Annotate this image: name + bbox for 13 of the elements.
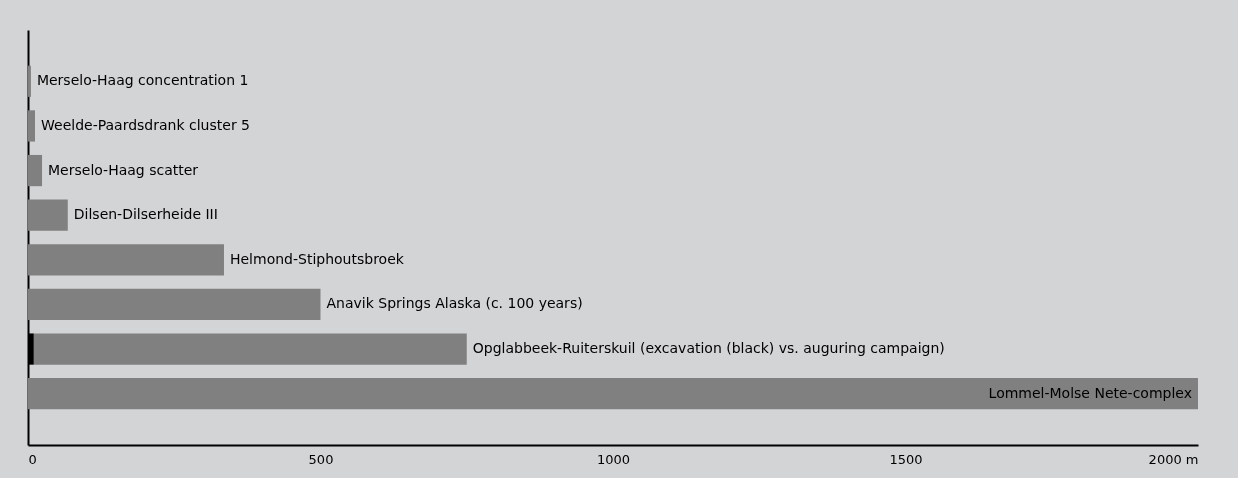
y-tick-label: Opglabbeek-Ruiterskuil (excavation (black) vs. auguring campaign) [472,340,945,357]
x-tick-label: 1500 [889,451,923,467]
x-tick-label: 0 [28,451,37,467]
y-tick-label: Dilsen-Dilserheide III [73,206,218,223]
x-tick-label: 500 [308,451,334,467]
y-tick-label: Merselo-Haag scatter [48,161,199,178]
y-tick-label: Helmond-Stiphoutsbroek [229,250,405,267]
y-tick-label: Merselo-Haag concentration 1 [36,72,249,89]
y-tick-label: Lommel-Molse Nete-complex [988,384,1192,401]
x-tick-label: 2000 m [1148,451,1199,467]
x-tick-label: 1000 [596,451,631,467]
y-tick-label: Weelde-Paardsdrank cluster 5 [41,116,250,133]
y-tick-label: Anavik Springs Alaska (c. 100 years) [326,295,583,312]
